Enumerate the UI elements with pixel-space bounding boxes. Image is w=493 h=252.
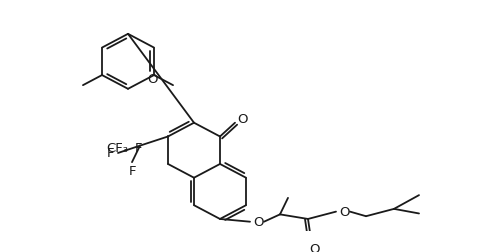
Text: F: F bbox=[106, 147, 114, 160]
Text: F: F bbox=[134, 141, 142, 154]
Text: F: F bbox=[128, 164, 136, 177]
Text: O: O bbox=[253, 215, 263, 228]
Text: O: O bbox=[339, 205, 349, 218]
Text: O: O bbox=[148, 73, 158, 85]
Text: CF₃: CF₃ bbox=[106, 141, 128, 154]
Text: O: O bbox=[309, 242, 319, 252]
Text: O: O bbox=[237, 112, 247, 125]
